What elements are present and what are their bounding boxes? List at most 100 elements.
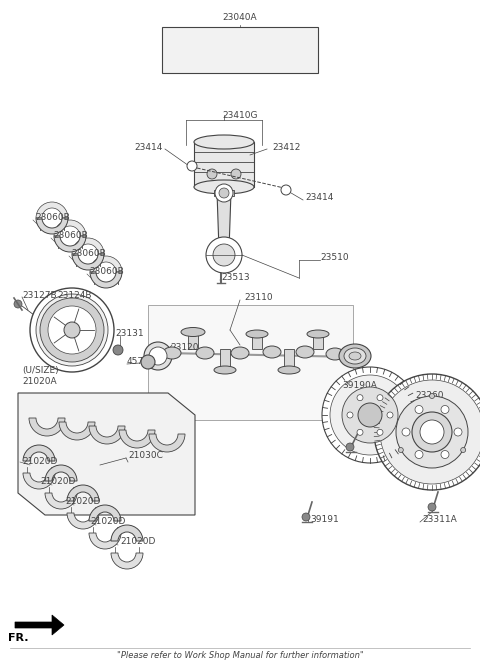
- Circle shape: [387, 412, 393, 418]
- Wedge shape: [72, 254, 104, 270]
- Circle shape: [347, 412, 353, 418]
- Circle shape: [380, 380, 480, 484]
- Text: 21020D: 21020D: [120, 538, 156, 547]
- Text: 23131: 23131: [115, 330, 144, 338]
- Text: 23060B: 23060B: [89, 267, 124, 277]
- Circle shape: [377, 395, 383, 401]
- Wedge shape: [90, 272, 122, 288]
- Circle shape: [374, 374, 480, 490]
- Wedge shape: [54, 236, 86, 252]
- Circle shape: [461, 448, 466, 453]
- Text: 23040A: 23040A: [223, 13, 257, 23]
- Polygon shape: [18, 393, 195, 515]
- Circle shape: [215, 184, 233, 202]
- Wedge shape: [72, 238, 104, 254]
- Wedge shape: [90, 256, 122, 272]
- Circle shape: [330, 375, 410, 455]
- Circle shape: [358, 403, 382, 427]
- Ellipse shape: [326, 348, 344, 360]
- Circle shape: [342, 387, 398, 443]
- Text: 23127B: 23127B: [22, 291, 57, 299]
- Text: 23060B: 23060B: [71, 250, 106, 258]
- Text: FR.: FR.: [8, 633, 28, 643]
- Wedge shape: [149, 434, 185, 452]
- Ellipse shape: [307, 330, 329, 338]
- Circle shape: [36, 294, 108, 366]
- Text: "Please refer to Work Shop Manual for further information": "Please refer to Work Shop Manual for fu…: [117, 651, 363, 661]
- Circle shape: [430, 393, 434, 399]
- Circle shape: [14, 300, 22, 308]
- Text: 21020D: 21020D: [90, 518, 125, 526]
- Text: 23311A: 23311A: [422, 516, 457, 524]
- Circle shape: [402, 428, 410, 436]
- Ellipse shape: [231, 347, 249, 359]
- Circle shape: [40, 298, 104, 362]
- Ellipse shape: [296, 346, 314, 358]
- Text: 23513: 23513: [221, 273, 250, 283]
- Circle shape: [48, 306, 96, 354]
- Text: 23110: 23110: [244, 293, 273, 303]
- Text: (U/SIZE): (U/SIZE): [22, 365, 59, 375]
- Bar: [214, 246, 234, 252]
- Text: 23510: 23510: [320, 254, 348, 263]
- Circle shape: [346, 443, 354, 451]
- Ellipse shape: [246, 330, 268, 338]
- Circle shape: [420, 420, 444, 444]
- Ellipse shape: [263, 346, 281, 358]
- Circle shape: [149, 347, 167, 365]
- Wedge shape: [54, 220, 86, 236]
- Circle shape: [412, 412, 452, 452]
- Text: 45758: 45758: [127, 357, 156, 367]
- Text: 21020D: 21020D: [22, 457, 58, 467]
- Text: 23412: 23412: [272, 142, 300, 152]
- Text: 21020D: 21020D: [65, 498, 100, 506]
- Circle shape: [322, 367, 418, 463]
- Wedge shape: [89, 426, 125, 444]
- Circle shape: [144, 342, 172, 370]
- Wedge shape: [45, 493, 77, 509]
- Text: 23260: 23260: [415, 391, 444, 399]
- Circle shape: [206, 237, 242, 273]
- Bar: [162, 27, 318, 73]
- Text: 21020D: 21020D: [40, 477, 75, 487]
- Wedge shape: [36, 218, 68, 234]
- Ellipse shape: [181, 328, 205, 336]
- Bar: [194, 142, 254, 187]
- Text: 21030C: 21030C: [128, 451, 163, 461]
- Bar: [214, 190, 234, 196]
- Wedge shape: [45, 465, 77, 481]
- Text: 23414: 23414: [305, 193, 334, 203]
- Circle shape: [357, 430, 363, 436]
- Circle shape: [64, 322, 80, 338]
- Ellipse shape: [194, 180, 254, 194]
- Wedge shape: [89, 505, 121, 521]
- Wedge shape: [67, 485, 99, 501]
- Ellipse shape: [349, 352, 361, 360]
- Ellipse shape: [339, 344, 371, 368]
- Wedge shape: [67, 513, 99, 529]
- Circle shape: [396, 396, 468, 468]
- Circle shape: [377, 430, 383, 436]
- Polygon shape: [252, 334, 262, 349]
- Text: 23124B: 23124B: [57, 291, 92, 299]
- Ellipse shape: [196, 347, 214, 359]
- Wedge shape: [36, 202, 68, 218]
- Circle shape: [213, 244, 235, 266]
- Text: 39191: 39191: [310, 516, 339, 524]
- Wedge shape: [111, 525, 143, 541]
- Circle shape: [398, 448, 403, 453]
- Wedge shape: [29, 418, 65, 436]
- Circle shape: [113, 345, 123, 355]
- Wedge shape: [119, 430, 155, 448]
- Ellipse shape: [344, 348, 366, 364]
- Circle shape: [441, 406, 449, 414]
- Text: 23414: 23414: [134, 142, 163, 152]
- Text: 23410G: 23410G: [222, 111, 258, 120]
- Polygon shape: [284, 349, 294, 370]
- Circle shape: [415, 406, 423, 414]
- Circle shape: [357, 395, 363, 401]
- Circle shape: [30, 288, 114, 372]
- Bar: [148, 305, 353, 420]
- Polygon shape: [217, 192, 231, 250]
- Wedge shape: [89, 533, 121, 549]
